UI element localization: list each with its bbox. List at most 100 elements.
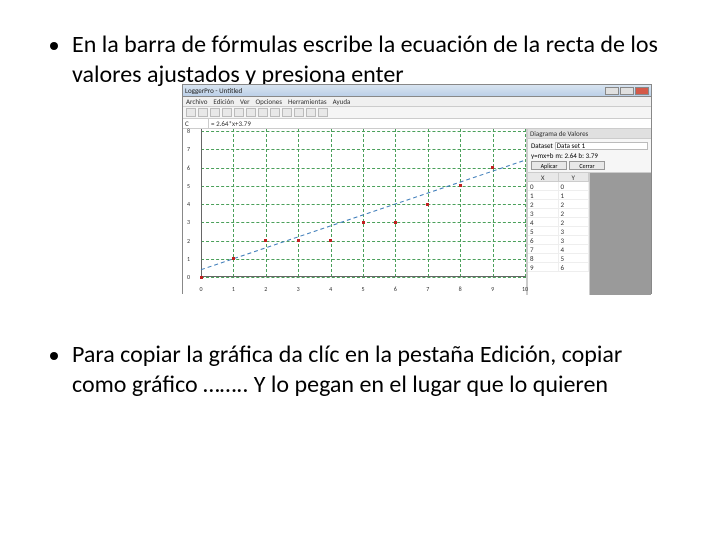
table-row[interactable]: 42 — [528, 218, 589, 227]
spreadsheet-empty-area — [590, 173, 651, 295]
table-row[interactable]: 96 — [528, 263, 589, 272]
cell-y[interactable]: 1 — [559, 191, 590, 199]
x-tick-label: 10 — [522, 285, 528, 293]
bullet-dot-icon — [50, 352, 58, 360]
y-tick-label: 7 — [187, 145, 190, 153]
menu-file[interactable]: Archivo — [186, 97, 207, 106]
cell-y[interactable]: 6 — [559, 263, 590, 271]
data-point — [491, 166, 494, 169]
menu-help[interactable]: Ayuda — [333, 97, 351, 106]
x-axis — [201, 276, 526, 277]
cell-y[interactable]: 2 — [559, 218, 590, 226]
cell-y[interactable]: 0 — [559, 182, 590, 190]
gridline-horizontal — [201, 277, 526, 278]
menu-view[interactable]: Ver — [240, 97, 250, 106]
gridline-vertical — [395, 129, 396, 277]
table-row[interactable]: 32 — [528, 209, 589, 218]
x-tick-label: 4 — [329, 285, 332, 293]
spreadsheet: X Y 00112232425363748596 — [528, 173, 651, 295]
toolbar-tool[interactable] — [222, 108, 232, 117]
toolbar-tool[interactable] — [246, 108, 256, 117]
toolbar-tool[interactable] — [258, 108, 268, 117]
table-row[interactable]: 63 — [528, 236, 589, 245]
cell-y[interactable]: 3 — [559, 236, 590, 244]
x-tick-label: 0 — [199, 285, 202, 293]
maximize-button[interactable] — [620, 87, 634, 95]
menu-tools[interactable]: Herramientas — [288, 97, 327, 106]
gridline-horizontal — [201, 259, 526, 260]
regression-values: m: 2.64 b: 3.79 — [555, 151, 598, 160]
toolbar-tool[interactable] — [186, 108, 196, 117]
col-header-x[interactable]: X — [528, 173, 559, 181]
gridline-vertical — [525, 129, 526, 277]
cell-x[interactable]: 6 — [528, 236, 559, 244]
x-tick-label: 6 — [394, 285, 397, 293]
toolbar-tool[interactable] — [210, 108, 220, 117]
window-title: LoggerPro - Untitled — [185, 86, 242, 95]
gridline-vertical — [493, 129, 494, 277]
table-row[interactable]: 74 — [528, 245, 589, 254]
data-point — [264, 239, 267, 242]
data-point — [426, 203, 429, 206]
close-button[interactable] — [635, 87, 649, 95]
embedded-screenshot: LoggerPro - Untitled Archivo Edición Ver… — [182, 84, 652, 294]
gridline-vertical — [298, 129, 299, 277]
minimize-button[interactable] — [605, 87, 619, 95]
fit-line — [183, 129, 526, 295]
bullet-2: Para copiar la gráfica da clíc en la pes… — [50, 340, 670, 400]
data-point — [394, 221, 397, 224]
close-panel-button[interactable]: Cerrar — [569, 161, 605, 170]
cell-y[interactable]: 4 — [559, 245, 590, 253]
x-tick-label: 5 — [361, 285, 364, 293]
spreadsheet-header: X Y — [528, 173, 589, 182]
data-point — [232, 257, 235, 260]
toolbar-tool[interactable] — [270, 108, 280, 117]
apply-button[interactable]: Aplicar — [531, 161, 567, 170]
cell-x[interactable]: 4 — [528, 218, 559, 226]
gridline-vertical — [331, 129, 332, 277]
chart-canvas[interactable]: 012345678910 012345678 — [183, 129, 527, 295]
cell-y[interactable]: 5 — [559, 254, 590, 262]
table-row[interactable]: 53 — [528, 227, 589, 236]
cell-x[interactable]: 3 — [528, 209, 559, 217]
col-header-y[interactable]: Y — [559, 173, 590, 181]
toolbar-tool[interactable] — [234, 108, 244, 117]
cell-x[interactable]: 7 — [528, 245, 559, 253]
cell-x[interactable]: 9 — [528, 263, 559, 271]
side-panel: Diagrama de Valores Dataset Data set 1 y… — [527, 129, 651, 295]
toolbar-tool[interactable] — [198, 108, 208, 117]
data-point — [362, 221, 365, 224]
table-row[interactable]: 00 — [528, 182, 589, 191]
cell-x[interactable]: 1 — [528, 191, 559, 199]
table-row[interactable]: 22 — [528, 200, 589, 209]
cell-x[interactable]: 8 — [528, 254, 559, 262]
dataset-select[interactable]: Data set 1 — [555, 142, 648, 150]
x-tick-label: 2 — [264, 285, 267, 293]
cell-y[interactable]: 3 — [559, 227, 590, 235]
bullet-2-text: Para copiar la gráfica da clíc en la pes… — [72, 340, 670, 400]
gridline-horizontal — [201, 186, 526, 187]
toolbar-tool[interactable] — [294, 108, 304, 117]
x-tick-label: 8 — [459, 285, 462, 293]
panel-controls: Dataset Data set 1 y=mx+b m: 2.64 b: 3.7… — [528, 139, 651, 173]
formula-input[interactable]: = 2.64*x+3.79 — [209, 119, 651, 128]
data-point — [459, 184, 462, 187]
y-tick-label: 4 — [187, 200, 190, 208]
cell-x[interactable]: 0 — [528, 182, 559, 190]
table-row[interactable]: 11 — [528, 191, 589, 200]
cell-y[interactable]: 2 — [559, 209, 590, 217]
bullet-1-text: En la barra de fórmulas escribe la ecuac… — [72, 30, 670, 90]
menubar: Archivo Edición Ver Opciones Herramienta… — [183, 97, 651, 107]
x-tick-label: 7 — [426, 285, 429, 293]
toolbar-tool[interactable] — [318, 108, 328, 117]
menu-edit[interactable]: Edición — [213, 97, 234, 106]
toolbar-tool[interactable] — [306, 108, 316, 117]
gridline-horizontal — [201, 149, 526, 150]
cell-x[interactable]: 5 — [528, 227, 559, 235]
table-row[interactable]: 85 — [528, 254, 589, 263]
gridline-horizontal — [201, 241, 526, 242]
cell-y[interactable]: 2 — [559, 200, 590, 208]
menu-options[interactable]: Opciones — [256, 97, 282, 106]
toolbar-tool[interactable] — [282, 108, 292, 117]
cell-x[interactable]: 2 — [528, 200, 559, 208]
